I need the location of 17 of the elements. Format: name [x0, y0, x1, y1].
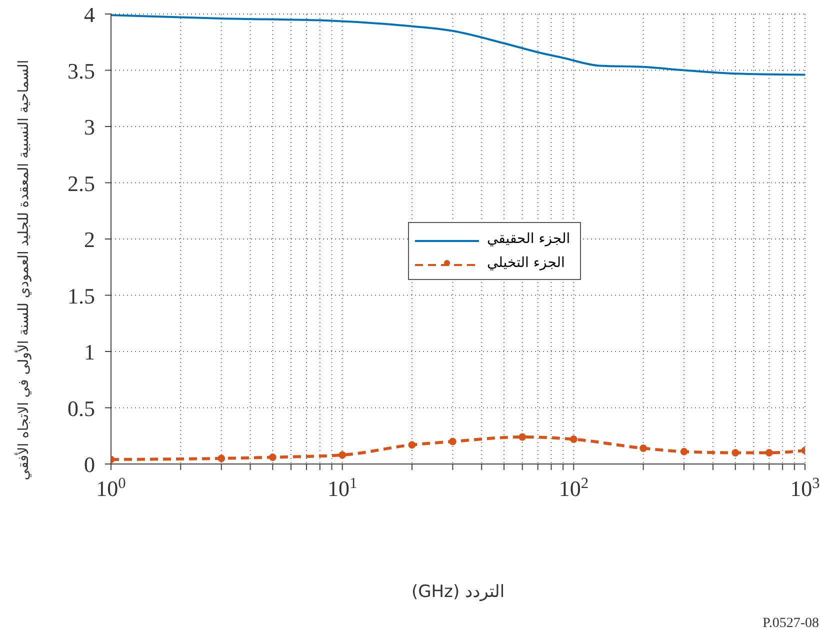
y-tick-label: 3 [84, 114, 95, 140]
legend-label: الجزء التخيلي [487, 255, 565, 271]
y-tick-label: 3.5 [68, 58, 95, 84]
y-tick-label: 2.5 [68, 170, 95, 196]
y-axis-title: السماحية النسبية المعقدة للجليد العمودي للسنة الأولى في الاتجاه الأفقي [16, 58, 33, 482]
x-tick-label: 10$^{0}$ [96, 474, 126, 501]
y-tick-label: 1.5 [68, 283, 95, 308]
x-tick-label: 10$^{3}$ [790, 474, 820, 501]
legend-label: الجزء الحقيقي [487, 231, 570, 247]
y-tick-label: 2 [84, 227, 95, 252]
x-axis-title: التردد (GHz) [410, 582, 506, 602]
x-tick-label: 10$^{1}$ [327, 474, 358, 501]
x-tick-label: 10$^{2}$ [558, 474, 589, 501]
y-tick-label: 0 [84, 452, 95, 477]
y-tick-label: 0.5 [68, 396, 95, 421]
text: P.0527-08 [762, 616, 819, 632]
y-tick-label: 1 [84, 340, 95, 364]
